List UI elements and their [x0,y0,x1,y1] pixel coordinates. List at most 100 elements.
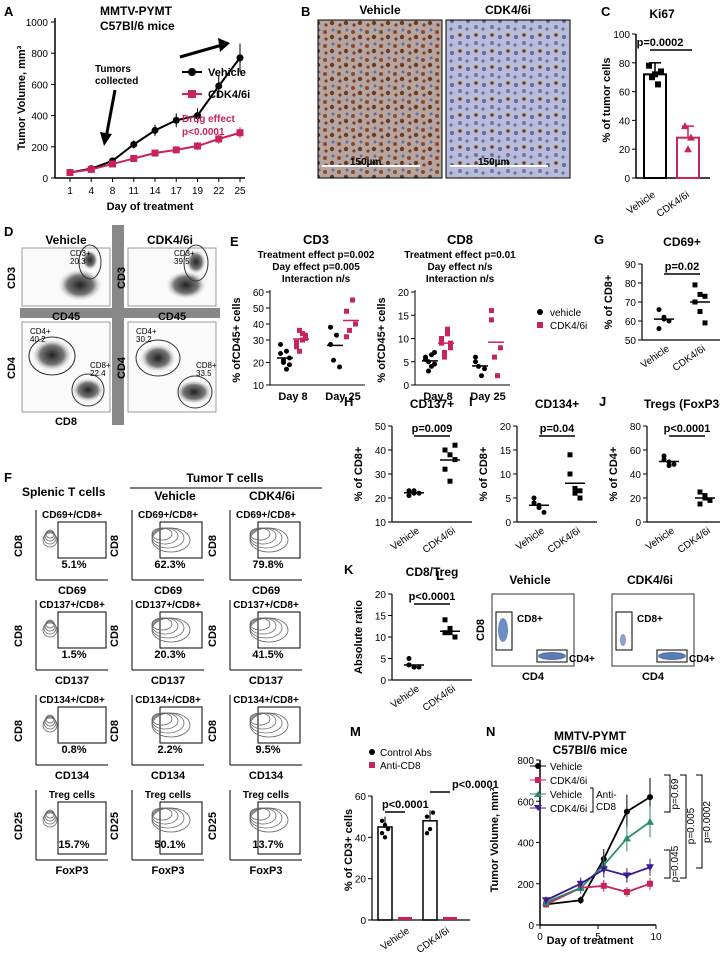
contour [42,532,58,548]
gate-percent: 9.5% [255,744,280,756]
y-axis-label: % ofCD45+ cells [231,297,243,382]
tumors-collected-annotation: Tumors [95,64,131,75]
panel-c: C Ki67 % of tumor cells 0 20 40 60 80 100 p=0… [601,4,710,220]
ihc-image-vehicle [317,19,443,179]
p-value: p=0.0002 [637,37,684,49]
legend-vehicle: Vehicle [208,67,246,79]
axis-label: CD8 [207,625,219,647]
gate-label: CD4+ [136,327,157,336]
gate-label: CD137+/CD8+ [135,600,201,611]
x-tick-label: CDK4/6i [546,525,583,555]
y-tick-label: 0 [635,518,641,529]
x-tick-label: 8 [110,186,116,197]
axis-label: CD45 [52,311,80,323]
y-tick-label: 80 [625,279,637,290]
gate-box [57,521,107,559]
axis-label: CD3 [6,267,18,289]
data-point [426,368,431,374]
x-tick-label: Vehicle [389,683,422,711]
axis-label: CD8 [109,720,121,742]
flow-plot: CD137+/CD8+ 1.5% CD8 CD137 [13,600,108,687]
y-tick-label: 20 [630,494,642,505]
data-point [236,54,244,62]
y-tick-label: 5 [380,655,386,666]
legend-marker-control [369,749,375,755]
data-point [661,453,667,459]
flow-plot: CD69+/CD8+ 62.3% CD8 CD69 [109,510,204,597]
y-tick-label: 30 [253,336,265,347]
data-point [531,500,537,506]
gate-percent: 5.1% [61,559,86,571]
data-point [666,318,672,324]
y-tick-label: 60 [625,317,637,328]
x-tick-label: 17 [171,186,183,197]
data-point [328,324,333,330]
axis-label: CD137 [55,675,89,687]
y-tick-label: 5 [505,494,511,505]
panel-letter: C [601,4,611,19]
gate-label: CD4+ [569,654,595,665]
y-tick-label: 20 [500,422,512,433]
data-point [658,68,664,75]
y-tick-label: 15 [375,612,387,623]
y-tick-label: 5 [403,358,409,369]
contour [44,530,56,542]
x-tick-label: 1 [67,186,73,197]
data-point [278,351,283,356]
data-point [284,366,289,372]
p-value: p<0.0001 [664,423,711,435]
data-point [666,459,672,465]
gate-label: CD134+/CD8+ [135,695,201,706]
data-point [236,129,244,137]
data-point [424,831,430,836]
contour [42,622,58,638]
contour [43,531,57,545]
axis-label: CD4 [642,671,665,683]
gate-value: 22.4 [90,369,106,378]
ihc-label-cdk: CDK4/6i [485,3,531,17]
axis-label: CD8 [207,720,219,742]
data-point [531,495,537,501]
gate-label: CD137+/CD8+ [39,600,105,611]
panel-a-subtitle: C57Bl/6 mice [100,19,175,33]
y-tick-label: 60 [619,88,631,99]
axis-label: CD8 [13,535,25,557]
y-tick-label: 20 [375,590,387,601]
data-point [406,656,412,661]
panel-e-cd8-title: CD8 [447,232,473,247]
x-tick-label: Day 8 [278,391,307,403]
gate-label: Treg cells [243,790,290,801]
panel-letter: J [599,394,606,409]
data-point [623,808,630,815]
data-point [600,882,607,889]
x-tick-label: CDK4/6i [421,525,458,555]
panel-k: K CD8/Treg Absolute ratio 0 5 10 15 20 Vehicle CD… [344,562,472,714]
data-point [622,872,631,880]
data-point [442,349,447,355]
y-tick-label: 1000 [26,18,49,29]
data-point [300,337,305,343]
series-line [545,882,651,906]
y-tick-label: 40 [375,446,387,457]
bar-anti [443,916,457,920]
legend-item: Vehicle [550,762,583,773]
y-tick-label: 80 [630,422,642,433]
gate-label: Treg cells [49,790,96,801]
data-point [334,332,339,338]
tumor-label: Tumor T cells [186,471,263,485]
data-point [215,82,223,90]
p-value: p<0.0001 [452,779,499,791]
panel-letter: D [4,224,13,239]
panel-letter: K [344,562,354,577]
legend-control: Control Abs [380,748,432,759]
panel-f: F Splenic T cells Tumor T cells Vehicle … [4,470,322,877]
data-point [697,309,703,314]
contour [44,810,56,822]
axis-label: CD8 [109,625,121,647]
axis-label: CD8 [13,720,25,742]
data-point [406,488,412,494]
data-point [442,354,447,360]
contour [249,527,289,553]
data-point [130,155,138,162]
